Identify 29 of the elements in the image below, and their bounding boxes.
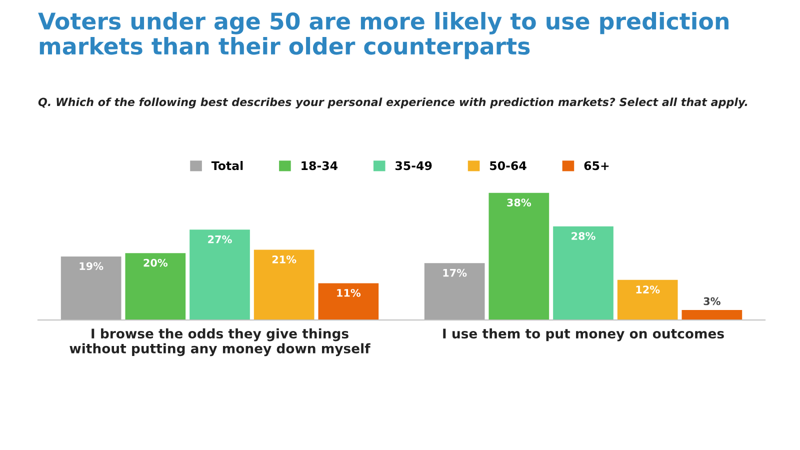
bar [318, 283, 379, 320]
legend-label: 18-34 [302, 161, 338, 170]
bar [424, 263, 485, 320]
data-label: 27% [208, 235, 232, 244]
legend-label: Total [211, 160, 243, 170]
legend-label: 65+ [584, 161, 609, 170]
chart-title: Voters under age 50 are more likely to use prediction markets than their older counterparts [38, 12, 728, 60]
x-tick-label: I browse the odds they give things without putting any money down myself [70, 328, 370, 356]
x-tick-label: I use them to put money on outcomes [443, 328, 724, 342]
data-label: 21% [272, 255, 296, 264]
data-label: 3% [704, 297, 720, 306]
bar [254, 250, 314, 320]
bar [553, 226, 614, 320]
data-label: 19% [80, 262, 104, 270]
legend-label: 50-64 [490, 161, 526, 170]
bar [60, 256, 122, 320]
chart-subtitle: Q. Which of the following best describes your personal experience with prediction markets? Select all that apply. [38, 98, 748, 108]
bar [682, 310, 742, 320]
data-label: 38% [507, 198, 532, 206]
bar [488, 192, 550, 320]
bar [125, 253, 186, 320]
data-label: 20% [144, 258, 168, 267]
data-label: 17% [443, 268, 467, 277]
data-label: 12% [636, 286, 660, 294]
legend-label: 35-49 [396, 161, 432, 170]
bar [617, 280, 678, 320]
data-label: 28% [572, 232, 596, 240]
bar [190, 230, 250, 320]
data-label: 11% [337, 288, 361, 297]
